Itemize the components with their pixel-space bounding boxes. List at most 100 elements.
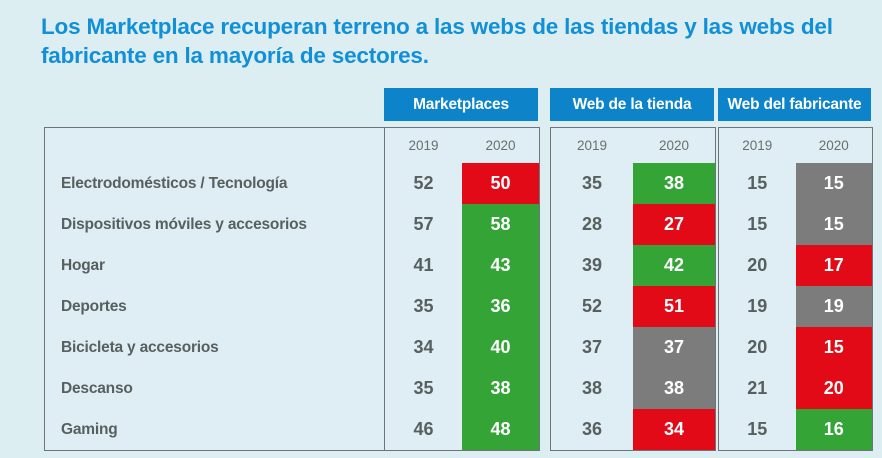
table-row: 19 19 bbox=[719, 286, 872, 327]
group-column-web-fabricante: 2019 2020 15 15 15 15 20 17 19 19 bbox=[718, 127, 873, 451]
group-header-web-fabricante: Web del fabricante bbox=[718, 88, 871, 121]
cell-marketplaces-2019-deportes: 35 bbox=[385, 286, 462, 327]
cell-web-tienda-2020-electrodomesticos: 38 bbox=[633, 163, 715, 204]
table-row: 15 15 bbox=[719, 204, 872, 245]
cell-web-fabricante-2020-deportes: 19 bbox=[795, 286, 872, 327]
cell-web-tienda-2020-deportes: 51 bbox=[633, 286, 715, 327]
cell-web-fabricante-2019-descanso: 21 bbox=[719, 368, 796, 409]
table-row: 20 17 bbox=[719, 245, 872, 286]
table-row: Dispositivos móviles y accesorios bbox=[45, 204, 385, 245]
table-row: 15 16 bbox=[719, 409, 872, 450]
table-header-row bbox=[45, 128, 385, 163]
group-column-web-tienda: 2019 2020 35 38 28 27 39 42 52 51 bbox=[550, 127, 716, 451]
row-label-deportes: Deportes bbox=[45, 286, 385, 327]
year-header-row: 2019 2020 bbox=[551, 128, 715, 163]
cell-web-tienda-2019-descanso: 38 bbox=[551, 368, 633, 409]
year-header-web-fabricante-2020: 2020 bbox=[795, 128, 872, 163]
table-row: 35 36 bbox=[385, 286, 539, 327]
cell-web-fabricante-2019-gaming: 15 bbox=[719, 409, 796, 450]
table-row: 36 34 bbox=[551, 409, 715, 450]
table-row: 20 15 bbox=[719, 327, 872, 368]
cell-marketplaces-2019-bicicleta: 34 bbox=[385, 327, 462, 368]
cell-web-tienda-2020-descanso: 38 bbox=[633, 368, 715, 409]
group-column-marketplaces: 2019 2020 52 50 57 58 41 43 35 36 bbox=[384, 127, 540, 451]
table-row: 28 27 bbox=[551, 204, 715, 245]
cell-web-tienda-2019-hogar: 39 bbox=[551, 245, 633, 286]
cell-web-fabricante-2020-dispositivos: 15 bbox=[795, 204, 872, 245]
table-row: 34 40 bbox=[385, 327, 539, 368]
cell-marketplaces-2019-gaming: 46 bbox=[385, 409, 462, 450]
cell-marketplaces-2019-dispositivos: 57 bbox=[385, 204, 462, 245]
cell-marketplaces-2020-dispositivos: 58 bbox=[462, 204, 539, 245]
group-header-marketplaces: Marketplaces bbox=[384, 88, 538, 121]
group-header-web-tienda: Web de la tienda bbox=[550, 88, 714, 121]
cell-web-tienda-2020-hogar: 42 bbox=[633, 245, 715, 286]
cell-web-tienda-2019-electrodomesticos: 35 bbox=[551, 163, 633, 204]
table-row: Electrodomésticos / Tecnología bbox=[45, 163, 385, 204]
cell-web-fabricante-2020-hogar: 17 bbox=[795, 245, 872, 286]
cell-web-fabricante-2020-bicicleta: 15 bbox=[795, 327, 872, 368]
cell-marketplaces-2020-deportes: 36 bbox=[462, 286, 539, 327]
cell-marketplaces-2019-electrodomesticos: 52 bbox=[385, 163, 462, 204]
cell-marketplaces-2020-gaming: 48 bbox=[462, 409, 539, 450]
table-row: 46 48 bbox=[385, 409, 539, 450]
year-header-web-tienda-2020: 2020 bbox=[633, 128, 715, 163]
cell-web-tienda-2019-bicicleta: 37 bbox=[551, 327, 633, 368]
cell-marketplaces-2020-descanso: 38 bbox=[462, 368, 539, 409]
table-row: Bicicleta y accesorios bbox=[45, 327, 385, 368]
row-label-column: Electrodomésticos / Tecnología Dispositi… bbox=[44, 127, 386, 451]
table-row: 39 42 bbox=[551, 245, 715, 286]
cell-web-fabricante-2019-deportes: 19 bbox=[719, 286, 796, 327]
corner-cell bbox=[45, 128, 385, 163]
cell-marketplaces-2019-descanso: 35 bbox=[385, 368, 462, 409]
group-header-row: Marketplaces Web de la tienda Web del fa… bbox=[44, 88, 871, 121]
cell-web-fabricante-2019-hogar: 20 bbox=[719, 245, 796, 286]
row-label-gaming: Gaming bbox=[45, 409, 385, 450]
table-row: Gaming bbox=[45, 409, 385, 450]
table-row: 15 15 bbox=[719, 163, 872, 204]
cell-web-fabricante-2020-gaming: 16 bbox=[795, 409, 872, 450]
table-row: 52 51 bbox=[551, 286, 715, 327]
cell-web-tienda-2020-gaming: 34 bbox=[633, 409, 715, 450]
table-row: 35 38 bbox=[551, 163, 715, 204]
cell-web-tienda-2019-dispositivos: 28 bbox=[551, 204, 633, 245]
cell-web-tienda-2019-deportes: 52 bbox=[551, 286, 633, 327]
cell-web-fabricante-2019-electrodomesticos: 15 bbox=[719, 163, 796, 204]
table-row: 35 38 bbox=[385, 368, 539, 409]
year-header-row: 2019 2020 bbox=[719, 128, 872, 163]
cell-marketplaces-2019-hogar: 41 bbox=[385, 245, 462, 286]
page-title-line-2: fabricante en la mayoría de sectores. bbox=[41, 43, 429, 68]
year-header-web-fabricante-2019: 2019 bbox=[719, 128, 796, 163]
cell-web-tienda-2020-dispositivos: 27 bbox=[633, 204, 715, 245]
cell-web-tienda-2020-bicicleta: 37 bbox=[633, 327, 715, 368]
row-label-hogar: Hogar bbox=[45, 245, 385, 286]
row-label-descanso: Descanso bbox=[45, 368, 385, 409]
year-header-marketplaces-2019: 2019 bbox=[385, 128, 462, 163]
cell-web-fabricante-2020-descanso: 20 bbox=[795, 368, 872, 409]
table-row: 38 38 bbox=[551, 368, 715, 409]
comparison-table: Marketplaces Web de la tienda Web del fa… bbox=[44, 88, 873, 451]
row-label-dispositivos: Dispositivos móviles y accesorios bbox=[45, 204, 385, 245]
cell-marketplaces-2020-hogar: 43 bbox=[462, 245, 539, 286]
year-header-web-tienda-2019: 2019 bbox=[551, 128, 633, 163]
table-row: 21 20 bbox=[719, 368, 872, 409]
year-header-row: 2019 2020 bbox=[385, 128, 539, 163]
table-row: 41 43 bbox=[385, 245, 539, 286]
row-label-bicicleta: Bicicleta y accesorios bbox=[45, 327, 385, 368]
table-row: Hogar bbox=[45, 245, 385, 286]
table-row: 57 58 bbox=[385, 204, 539, 245]
table-row: Descanso bbox=[45, 368, 385, 409]
row-label-electrodomesticos: Electrodomésticos / Tecnología bbox=[45, 163, 385, 204]
page-title-line-1: Los Marketplace recuperan terreno a las … bbox=[41, 14, 833, 39]
table-row: Deportes bbox=[45, 286, 385, 327]
cell-web-tienda-2019-gaming: 36 bbox=[551, 409, 633, 450]
table-row: 37 37 bbox=[551, 327, 715, 368]
cell-web-fabricante-2020-electrodomesticos: 15 bbox=[795, 163, 872, 204]
page-title: Los Marketplace recuperan terreno a las … bbox=[41, 12, 851, 70]
cell-web-fabricante-2019-bicicleta: 20 bbox=[719, 327, 796, 368]
table-row: 52 50 bbox=[385, 163, 539, 204]
cell-web-fabricante-2019-dispositivos: 15 bbox=[719, 204, 796, 245]
cell-marketplaces-2020-electrodomesticos: 50 bbox=[462, 163, 539, 204]
year-header-marketplaces-2020: 2020 bbox=[462, 128, 539, 163]
